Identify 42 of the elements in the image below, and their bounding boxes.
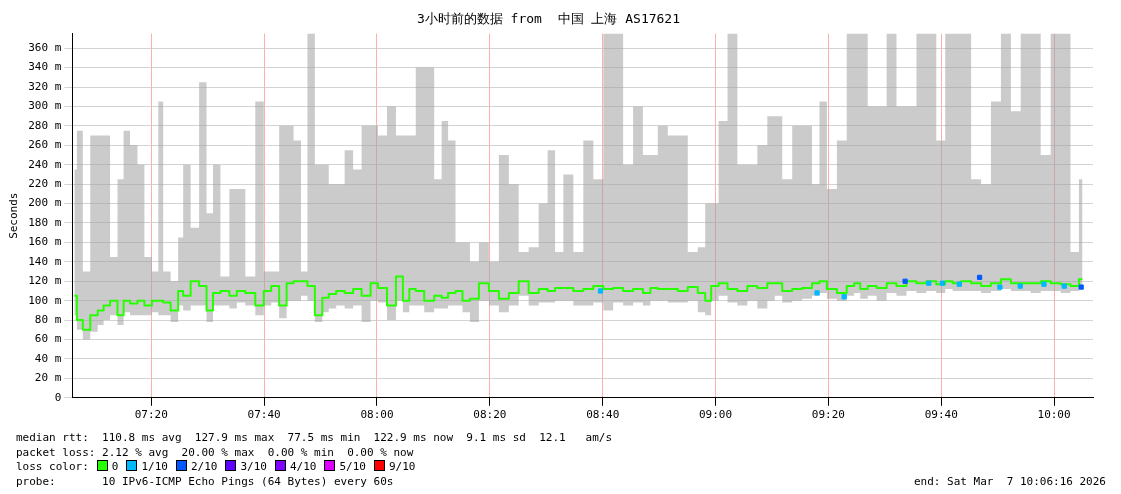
y-tick-label: 180 m xyxy=(28,215,62,229)
text: median rtt: 110.8 ms avg 127.9 ms max 77.5 ms min 122.9 ms now 9.1 ms sd 12.1 am/s xyxy=(16,431,613,444)
legend-label: 0 xyxy=(111,460,119,473)
chart-title: 3小时前的数据 from 中国 上海 AS17621 xyxy=(416,11,681,27)
legend-label: 9/10 xyxy=(388,460,416,473)
y-tick-label: 160 m xyxy=(28,235,62,249)
y-tick-label: 0 xyxy=(54,390,62,404)
y-tick-label: 140 m xyxy=(28,254,62,268)
y-tick-label: 200 m xyxy=(28,196,62,210)
x-tick-label: 09:00 xyxy=(698,408,733,422)
legend-label: 2/10 xyxy=(190,460,218,473)
y-tick-label: 300 m xyxy=(28,99,62,113)
x-tick-label: 09:20 xyxy=(811,408,845,422)
y-tick-label: 260 m xyxy=(28,138,62,152)
y-tick-label: 40 m xyxy=(34,351,62,365)
x-tick-label: 08:00 xyxy=(360,408,394,422)
x-tick-label: 10:00 xyxy=(1037,408,1071,422)
legend-label: 5/10 xyxy=(339,460,366,473)
y-tick-label: 20 m xyxy=(34,371,62,385)
y-tick-label: 100 m xyxy=(28,293,62,307)
text: end: Sat Mar 7 10:06:16 2026 xyxy=(913,474,1106,489)
y-tick-label: 220 m xyxy=(28,177,62,190)
y-tick-label: 360 m xyxy=(28,41,62,55)
text: packet loss: 2.12 % avg 20.00 % max 0.00 % min 0.00 % now xyxy=(16,445,414,459)
y-tick-label: 120 m xyxy=(28,274,62,288)
x-tick-label: 08:20 xyxy=(473,408,507,422)
legend-label: 1/10 xyxy=(141,460,168,473)
y-tick-label: 320 m xyxy=(28,79,62,93)
x-tick-label: 08:40 xyxy=(586,408,620,422)
y-tick-label: 280 m xyxy=(28,118,62,132)
x-tick-label: 07:20 xyxy=(134,408,168,422)
legend-label: 4/10 xyxy=(289,460,317,473)
legend-label: 3/10 xyxy=(240,460,267,473)
x-tick-label: 09:40 xyxy=(924,408,958,422)
y-tick-label: 340 m xyxy=(28,60,62,74)
y-tick-label: 60 m xyxy=(34,332,62,346)
y-axis-title: Seconds xyxy=(7,192,21,239)
legend-title: loss color: xyxy=(16,460,89,473)
text: probe: 10 IPv6-ICMP Echo Pings (64 Bytes) every 60s xyxy=(16,474,394,488)
x-tick-label: 07:40 xyxy=(247,408,281,422)
y-tick-label: 80 m xyxy=(34,312,62,326)
y-tick-label: 240 m xyxy=(28,157,62,171)
